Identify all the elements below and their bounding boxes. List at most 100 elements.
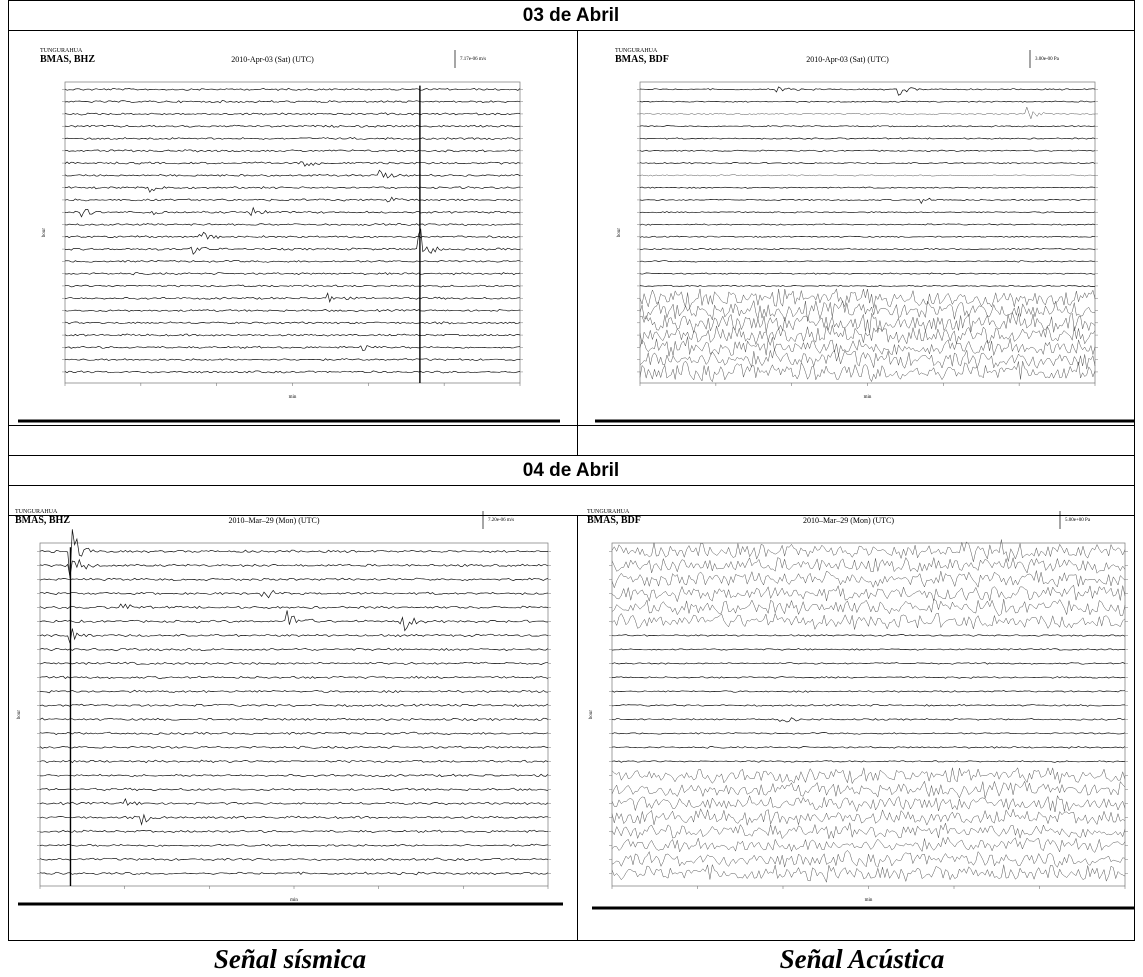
trace [611,556,1126,574]
scale: 7.17e-06 m/s [460,57,486,62]
trace [611,598,1126,617]
table-border [8,0,1135,941]
trace [611,808,1126,826]
trace [64,87,521,91]
trace [639,312,1096,334]
x-label: min [289,395,297,400]
trace [64,358,521,361]
trace [39,661,548,665]
channel: BMAS, BDF [615,54,669,65]
trace [639,223,1096,226]
y-label: hour [617,228,622,238]
trace [611,690,1126,693]
x-label: min [290,898,298,903]
trace [639,260,1096,263]
trace [639,235,1096,238]
scale: 7.20e-06 m/s [488,518,514,523]
trace [639,348,1096,370]
trace [639,247,1096,251]
channel: BMAS, BDF [587,515,641,526]
x-label: min [864,395,872,400]
trace [39,717,549,722]
trace [40,689,549,694]
trace [39,798,549,806]
trace [64,272,521,276]
trace [639,137,1096,140]
trace [611,780,1126,799]
trace [64,137,521,140]
channel: BMAS, BHZ [15,515,70,526]
trace [39,675,549,680]
date: 2010-Apr-03 (Sat) (UTC) [231,55,314,64]
trace [39,610,549,632]
date: 2010–Mar–29 (Mon) (UTC) [228,516,319,525]
trace [639,272,1096,275]
trace [611,766,1126,785]
trace [64,124,521,128]
trace [64,100,521,104]
trace [611,648,1126,651]
trace [639,162,1096,165]
trace [64,231,520,240]
trace [639,336,1096,357]
section-title: 03 de Abril [523,5,619,26]
trace [64,309,521,313]
trace [39,577,549,582]
plot-frame [39,542,549,887]
trace [611,717,1126,723]
trace [639,211,1096,214]
station: TUNGURAHUA [15,509,58,515]
trace [39,843,549,847]
trace [39,829,549,833]
trace [639,186,1096,189]
trace [639,284,1096,288]
trace [611,850,1126,868]
trace [611,746,1126,749]
trace [611,863,1126,884]
trace [64,223,521,226]
y-label: hour [589,710,594,720]
trace [39,857,549,862]
trace [39,589,549,599]
plot-frame [64,81,521,384]
trace [39,813,549,826]
trace [611,570,1126,589]
trace [611,704,1126,707]
caption: Señal sísmica [214,944,366,974]
trace [611,732,1126,735]
date: 2010–Mar–29 (Mon) (UTC) [803,516,894,525]
trace [611,794,1126,813]
trace [639,86,1096,96]
trace [64,169,521,179]
trace [65,186,521,193]
trace [64,333,521,337]
x-label: min [865,898,873,903]
trace [611,836,1126,853]
trace [39,731,549,736]
trace [611,612,1126,631]
trace [39,787,549,792]
trace [39,628,549,644]
trace [611,539,1126,562]
trace [39,529,548,579]
station: TUNGURAHUA [615,48,658,54]
trace [639,324,1096,346]
trace [611,584,1126,603]
y-label: hour [17,710,22,720]
trace [64,370,521,374]
caption: Señal Acústica [780,944,945,974]
table-grid [8,0,1135,941]
channel: BMAS, BHZ [40,54,95,65]
y-label: hour [42,228,47,238]
trace [39,703,549,708]
trace [39,558,549,577]
date: 2010-Apr-03 (Sat) (UTC) [806,55,889,64]
trace [64,112,521,116]
trace [39,745,549,750]
trace [39,871,549,876]
trace [639,197,1096,205]
trace [64,161,521,167]
trace [639,149,1096,152]
